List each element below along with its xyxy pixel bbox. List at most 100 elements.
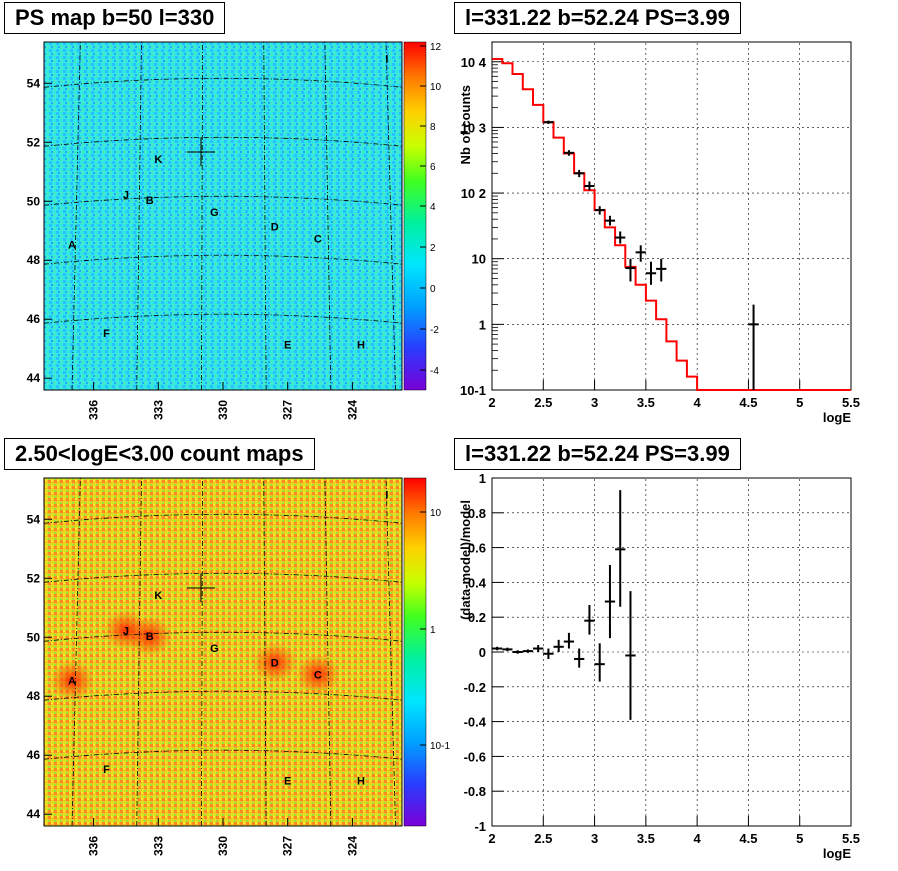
- residual-data-point: [512, 650, 523, 654]
- spectrum-data-point: [635, 245, 646, 262]
- map-x-tick-label: 336: [87, 400, 101, 420]
- residual-x-tick-label: 4: [694, 831, 702, 846]
- residual-y-tick-label: -0.4: [464, 715, 487, 730]
- map-x-tick-label: 333: [151, 836, 165, 856]
- spectrum-data-point: [574, 169, 585, 178]
- residual-x-tick-label: 2: [488, 831, 495, 846]
- map-x-tick-label: 336: [87, 836, 101, 856]
- colorbar-tick-label: 10: [430, 508, 442, 519]
- residual-x-tick-label: 3: [591, 831, 598, 846]
- colorbar-tick-label: 8: [430, 122, 436, 133]
- residual-data-point: [553, 639, 564, 652]
- residual-data-point: [594, 643, 605, 682]
- count-map-coordinate-grid: [43, 477, 403, 827]
- source-label-f: F: [103, 328, 110, 340]
- spectrum-data-point: [543, 120, 554, 124]
- residual-data-point: [543, 648, 554, 659]
- spectrum-x-tick-label: 3: [591, 395, 598, 410]
- colorbar-tick-label: -4: [430, 366, 439, 377]
- spectrum-xlabel: logE: [823, 410, 851, 425]
- residual-grid: [491, 477, 852, 827]
- map-y-tick-label: 54: [27, 512, 41, 526]
- longitude-line: [71, 477, 81, 827]
- residual-y-tick-label: 1: [479, 471, 486, 486]
- source-label-i: I: [385, 490, 388, 502]
- map-y-tick-label: 46: [27, 748, 41, 762]
- source-label-c: C: [314, 670, 322, 682]
- spectrum-y-tick-label: 10 4: [461, 55, 487, 70]
- spectrum-y-tick-label: 10: [472, 252, 486, 267]
- residual-data-point: [574, 648, 585, 668]
- longitude-line: [324, 477, 332, 827]
- residual-y-tick-label: 0.8: [468, 506, 486, 521]
- source-label-h: H: [357, 340, 365, 352]
- residual-y-tick-label: 0.4: [468, 575, 487, 590]
- map-x-tick-label: 330: [216, 400, 230, 420]
- colorbar-tick-label: 2: [430, 243, 436, 254]
- map-y-tick-label: 54: [27, 76, 41, 90]
- map-x-tick-label: 333: [151, 400, 165, 420]
- residual-y-tick-label: -0.8: [464, 784, 486, 799]
- residual-data-point: [533, 645, 544, 652]
- longitude-line: [201, 41, 204, 391]
- spectrum-ylabel: Nb of counts: [458, 85, 473, 164]
- longitude-line: [136, 477, 142, 827]
- longitude-line: [263, 477, 267, 827]
- source-label-b: B: [146, 631, 154, 643]
- residual-xlabel: logE: [823, 846, 851, 861]
- residual-data-point: [584, 605, 595, 635]
- map-y-tick-label: 50: [27, 630, 41, 644]
- source-label-a: A: [68, 239, 76, 251]
- spectrum-data-point: [625, 258, 636, 282]
- residual-x-tick-label: 5: [796, 831, 803, 846]
- map-x-tick-label: 327: [281, 836, 295, 856]
- count-map-colorbar: [403, 477, 427, 827]
- residual-data-point: [502, 647, 513, 652]
- map-x-tick-label: 324: [345, 400, 359, 420]
- hotspot-j: [103, 610, 148, 651]
- spectrum-data-point: [563, 150, 575, 156]
- longitude-line: [263, 41, 267, 391]
- spectrum-y-tick-label: 10 2: [461, 186, 486, 201]
- residual-y-tick-label: -1: [474, 819, 486, 834]
- spectrum-x-tick-label: 2: [488, 395, 495, 410]
- spectrum-x-tick-label: 5: [796, 395, 803, 410]
- source-label-g: G: [210, 207, 219, 219]
- spectrum-y-tick-label: 10-1: [460, 383, 486, 398]
- hotspot-a: [50, 660, 95, 701]
- residual-y-tick-label: 0.2: [468, 610, 486, 625]
- residual-data-point: [492, 646, 503, 651]
- source-label-c: C: [314, 234, 322, 246]
- longitude-line: [385, 477, 396, 827]
- source-label-g: G: [210, 643, 219, 655]
- hotspot-c: [295, 654, 340, 695]
- spectrum-x-tick-label: 3.5: [637, 395, 655, 410]
- spectrum-grid: [491, 42, 852, 391]
- source-label-f: F: [103, 764, 110, 776]
- spectrum-data-point: [584, 181, 595, 191]
- map-y-tick-label: 44: [27, 371, 41, 385]
- longitude-line: [71, 41, 81, 391]
- residual-x-tick-label: 5.5: [842, 831, 860, 846]
- longitude-line: [324, 41, 332, 391]
- residual-y-tick-label: 0: [479, 645, 486, 660]
- map-y-tick-label: 52: [27, 571, 41, 585]
- source-label-d: D: [271, 658, 279, 670]
- colorbar-tick-label: 4: [430, 202, 436, 213]
- residual-data-point: [625, 591, 636, 720]
- residual-y-tick-label: -0.2: [464, 680, 486, 695]
- residual-data-point: [604, 565, 616, 639]
- map-y-tick-label: 48: [27, 253, 41, 267]
- spectrum-x-tick-label: 4.5: [739, 395, 757, 410]
- source-label-j: J: [123, 625, 129, 637]
- spectrum-data-point: [615, 231, 626, 244]
- source-label-b: B: [146, 195, 154, 207]
- residual-x-tick-label: 4.5: [739, 831, 757, 846]
- spectrum-x-tick-label: 4: [694, 395, 702, 410]
- colorbar-tick-label: 1: [430, 625, 436, 636]
- spectrum-x-tick-label: 5.5: [842, 395, 860, 410]
- count-map-panel: 10 1 10-1 336 333 330 327 324 54 52 50 48 46 44 I K J B…: [27, 477, 450, 856]
- residual-y-tick-label: 0.6: [468, 541, 486, 556]
- longitude-line: [385, 41, 396, 391]
